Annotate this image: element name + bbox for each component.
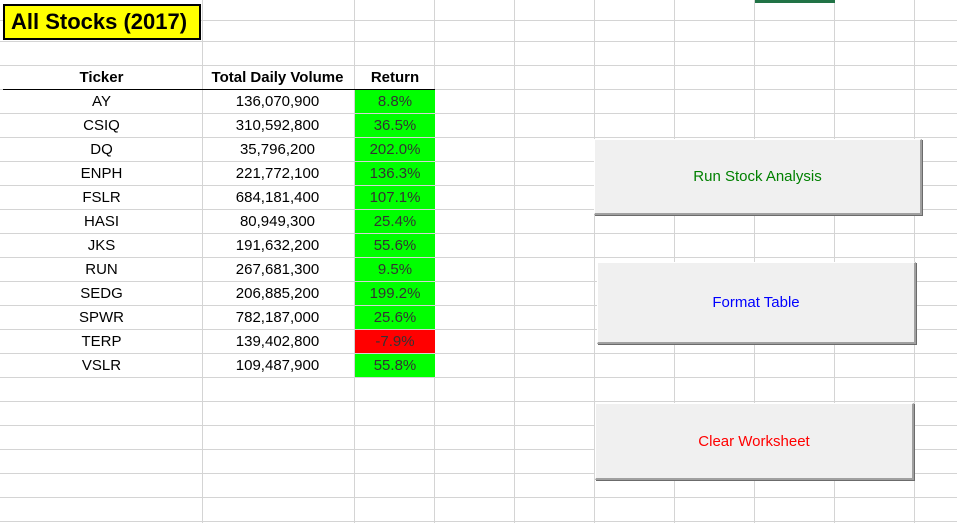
volume-cell[interactable]: 782,187,000 (235, 309, 320, 326)
volume-cell[interactable]: 80,949,300 (239, 213, 316, 230)
header-underline (3, 89, 435, 90)
ticker-cell[interactable]: ENPH (80, 165, 123, 182)
ticker-cell[interactable]: VSLR (81, 357, 122, 374)
return-cell[interactable]: 36.5% (355, 114, 435, 137)
run-stock-analysis-button[interactable]: Run Stock Analysis (594, 139, 922, 215)
header-return[interactable]: Return (370, 69, 420, 86)
volume-cell[interactable]: 684,181,400 (235, 189, 320, 206)
ticker-cell[interactable]: TERP (81, 333, 122, 350)
return-cell[interactable]: 8.8% (355, 90, 435, 113)
format-table-button[interactable]: Format Table (597, 262, 916, 344)
volume-cell[interactable]: 136,070,900 (235, 93, 320, 110)
ticker-cell[interactable]: CSIQ (83, 117, 120, 134)
return-cell[interactable]: 107.1% (355, 186, 435, 209)
header-ticker[interactable]: Ticker (79, 69, 124, 86)
ticker-cell[interactable]: JKS (87, 237, 116, 254)
return-cell[interactable]: 9.5% (355, 258, 435, 281)
format-table-label: Format Table (712, 294, 800, 311)
ticker-cell[interactable]: HASI (83, 213, 119, 230)
return-cell[interactable]: 136.3% (355, 162, 435, 185)
run-stock-analysis-label: Run Stock Analysis (693, 168, 822, 185)
volume-cell[interactable]: 109,487,900 (235, 357, 320, 374)
volume-cell[interactable]: 191,632,200 (235, 237, 320, 254)
selected-column-marker (755, 0, 835, 3)
clear-worksheet-label: Clear Worksheet (698, 433, 810, 450)
return-cell[interactable]: 202.0% (355, 138, 435, 161)
volume-cell[interactable]: 206,885,200 (235, 285, 320, 302)
volume-cell[interactable]: 35,796,200 (239, 141, 316, 158)
return-cell[interactable]: 25.4% (355, 210, 435, 233)
ticker-cell[interactable]: DQ (90, 141, 113, 158)
ticker-cell[interactable]: AY (92, 93, 111, 110)
ticker-cell[interactable]: SEDG (80, 285, 123, 302)
volume-cell[interactable]: 267,681,300 (235, 261, 320, 278)
ticker-cell[interactable]: FSLR (82, 189, 121, 206)
sheet-title: All Stocks (2017) (3, 4, 201, 40)
return-cell[interactable]: 25.6% (355, 306, 435, 329)
volume-cell[interactable]: 221,772,100 (235, 165, 320, 182)
volume-cell[interactable]: 139,402,800 (235, 333, 320, 350)
clear-worksheet-button[interactable]: Clear Worksheet (595, 403, 914, 480)
return-cell[interactable]: 55.8% (355, 354, 435, 377)
ticker-cell[interactable]: SPWR (79, 309, 124, 326)
return-cell[interactable]: 55.6% (355, 234, 435, 257)
header-total-daily-volume[interactable]: Total Daily Volume (211, 69, 344, 86)
ticker-cell[interactable]: RUN (85, 261, 118, 278)
volume-cell[interactable]: 310,592,800 (235, 117, 320, 134)
return-cell[interactable]: -7.9% (355, 330, 435, 353)
return-cell[interactable]: 199.2% (355, 282, 435, 305)
